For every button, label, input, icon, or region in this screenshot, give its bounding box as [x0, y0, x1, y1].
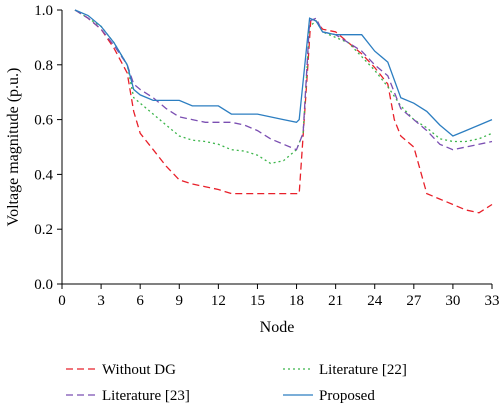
x-tick-label: 30	[445, 293, 460, 309]
y-tick-label: 0.6	[34, 113, 53, 129]
x-tick-label: 6	[136, 293, 144, 309]
legend-label-1: Without DG	[102, 362, 176, 378]
x-tick-label: 33	[485, 293, 500, 309]
x-tick-label: 9	[176, 293, 184, 309]
x-tick-label: 21	[328, 293, 343, 309]
y-tick-label: 1.0	[34, 3, 53, 19]
legend-label-2: Literature [22]	[319, 362, 407, 378]
y-axis-label: Voltage magnitude (p.u.)	[5, 68, 22, 227]
x-tick-label: 18	[289, 293, 304, 309]
legend-label-4: Proposed	[319, 388, 375, 404]
series-line-4	[74, 9, 493, 137]
x-tick-label: 12	[211, 293, 226, 309]
series-line-3	[74, 9, 493, 151]
axes: 0 3 6 9 12 15 18 21 24 27 30 33 0.0 0.2 0.4 0.6 0.8 1.0	[34, 3, 499, 309]
x-axis-label: Node	[260, 319, 295, 336]
x-tick-label: 15	[250, 293, 265, 309]
x-tick-label: 27	[406, 293, 422, 309]
y-tick-label: 0.4	[34, 167, 53, 183]
plot-area	[74, 9, 493, 214]
y-tick-label: 0.2	[34, 222, 53, 238]
x-tick-label: 3	[97, 293, 105, 309]
y-tick-label: 0.0	[34, 277, 53, 293]
legend: Without DG Literature [23] Literature [22]…	[66, 362, 407, 404]
x-tick-label: 24	[367, 293, 383, 309]
y-tick-label: 0.8	[34, 58, 53, 74]
series-line-1	[74, 9, 493, 214]
legend-label-3: Literature [23]	[102, 388, 190, 404]
x-tick-label: 0	[58, 293, 66, 309]
